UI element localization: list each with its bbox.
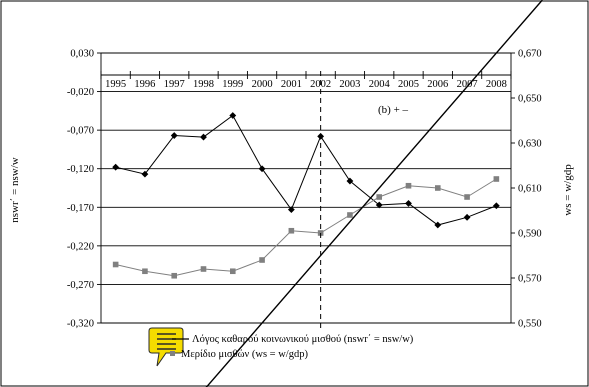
- x-tick-label: 2001: [281, 79, 302, 90]
- series-1-point: [200, 133, 207, 141]
- right-tick-label: 0,630: [518, 139, 542, 150]
- series-1-point: [258, 165, 266, 173]
- series-1-point: [141, 170, 149, 178]
- series-2-point: [200, 266, 207, 272]
- series-1-point: [170, 132, 178, 139]
- series-1-point: [492, 202, 500, 210]
- right-tick-label: 0,570: [518, 274, 542, 285]
- right-tick-label: 0,610: [518, 184, 542, 195]
- left-tick-label: -0,070: [67, 126, 94, 137]
- series-1-point: [375, 201, 383, 209]
- legend-swatch-series-2: [170, 351, 175, 356]
- right-tick-label: 0,670: [518, 49, 542, 60]
- right-axis-ticks: 0,670 0,650 0,630 0,610 0,590 0,570 0,550: [511, 49, 542, 330]
- x-tick-label: 2008: [486, 79, 507, 90]
- x-tick-label: 2006: [427, 79, 448, 90]
- series-1-point: [405, 200, 412, 207]
- series-1-point: [463, 213, 471, 221]
- series-2-point: [464, 194, 470, 200]
- trend-line: [205, 0, 543, 387]
- legend-label-series-2: Μερίδιο μισθών (ws = w/gdp): [181, 349, 308, 360]
- x-tick-label: 1998: [193, 79, 214, 90]
- series-2-point: [288, 227, 295, 234]
- annotation-text: (b) + –: [378, 104, 409, 116]
- series-1-point: [287, 206, 295, 213]
- x-tick-label: 1995: [105, 79, 126, 90]
- series-2-point: [142, 268, 148, 275]
- right-tick-label: 0,590: [518, 229, 542, 240]
- series-2-point: [405, 182, 412, 189]
- series-2-point: [347, 212, 353, 218]
- x-tick-label: 1997: [164, 79, 185, 90]
- series-2-point: [493, 176, 500, 182]
- legend: Λόγος καθαρού κοινωνικού μισθού (nswr΄ =…: [148, 327, 414, 367]
- overlay-layer: [205, 0, 543, 387]
- x-tick-label: 2000: [252, 79, 273, 90]
- comment-icon: [148, 327, 184, 367]
- series-2-point: [171, 272, 178, 279]
- series-1-point: [434, 221, 442, 229]
- series-layer: [112, 112, 500, 279]
- left-tick-label: 0,030: [70, 49, 94, 60]
- left-tick-label: -0,320: [67, 319, 94, 330]
- x-tick-label: 2005: [398, 79, 419, 90]
- series-2-point: [376, 194, 383, 200]
- left-tick-label: -0,170: [67, 203, 94, 214]
- right-axis-title: ws = w/gdp: [562, 164, 574, 216]
- x-tick-label: 2004: [369, 79, 391, 90]
- series-2-point: [229, 268, 236, 275]
- x-tick-label: 2007: [457, 79, 478, 90]
- x-tick-label: 1999: [222, 79, 243, 90]
- left-tick-label: -0,270: [67, 280, 94, 291]
- series-line-1: [115, 114, 497, 226]
- left-tick-label: -0,220: [67, 241, 94, 252]
- series-2-point: [434, 185, 441, 191]
- left-tick-label: -0,020: [67, 87, 94, 98]
- x-tick-label: 2003: [339, 79, 360, 90]
- series-1-point: [112, 163, 120, 171]
- left-axis-ticks: 0,030 -0,020 -0,070 -0,120 -0,170 -0,220 -0,27…: [67, 49, 101, 330]
- x-tick-label: 1996: [134, 79, 155, 90]
- series-line-2: [115, 178, 497, 277]
- series-2-point: [112, 261, 119, 268]
- right-tick-label: 0,650: [518, 94, 542, 105]
- right-tick-label: 0,550: [518, 319, 542, 330]
- series-1-point: [229, 112, 237, 119]
- series-1-point: [346, 177, 354, 185]
- left-tick-label: -0,120: [67, 164, 94, 175]
- series-2-point: [259, 257, 265, 263]
- legend-label-series-1: Λόγος καθαρού κοινωνικού μισθού (nswr΄ =…: [192, 334, 414, 345]
- x-axis-ticks: 1995 1996 1997 1998 1999 2000 2001 2002 2003 2004…: [100, 71, 512, 90]
- left-axis-title: nswr΄ = nsw/w: [9, 157, 21, 223]
